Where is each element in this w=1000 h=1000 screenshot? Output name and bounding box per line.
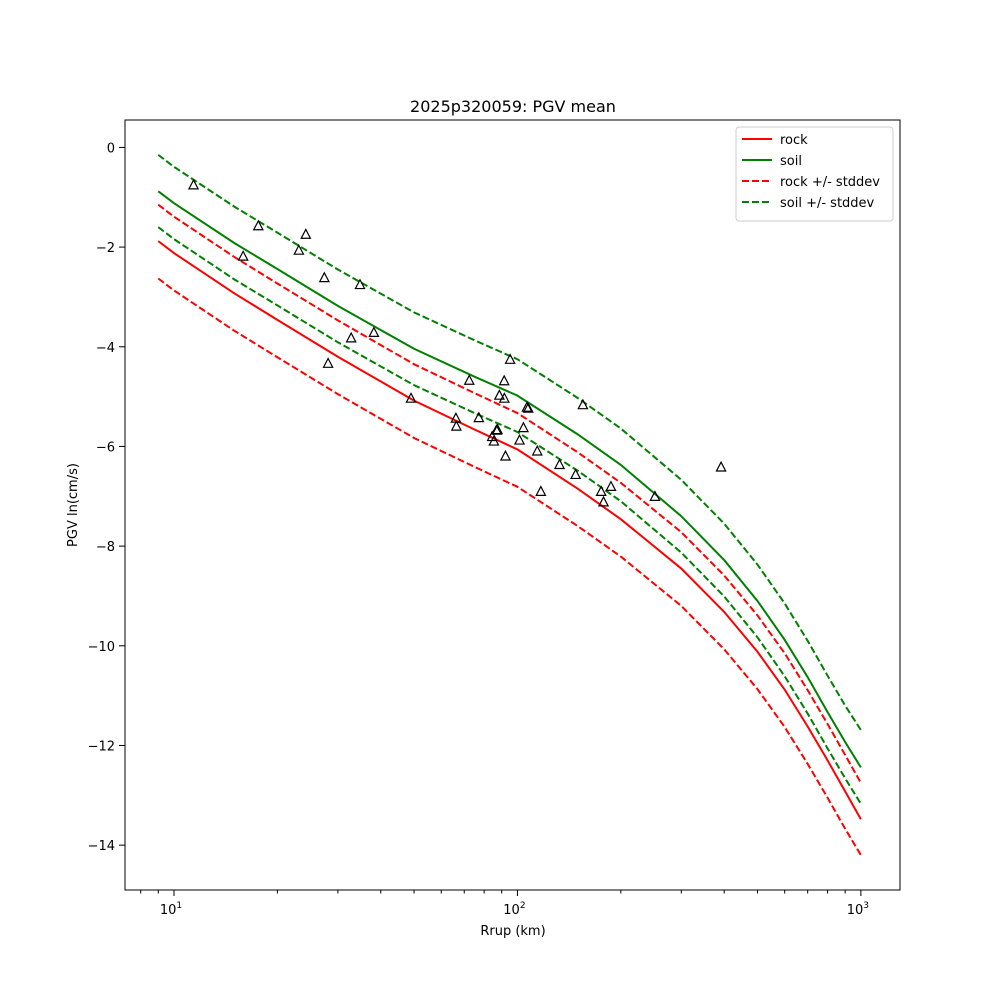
observation-marker-27: [522, 402, 534, 413]
chart-title: 2025p320059: PGV mean: [410, 97, 616, 116]
observation-marker-2: [252, 219, 264, 231]
observation-marker-35: [605, 480, 617, 492]
observation-marker-34: [597, 495, 610, 507]
series-line-5: [157, 226, 862, 805]
observation-marker-24: [513, 433, 526, 445]
y-tick-label: −4: [96, 341, 115, 356]
observation-marker-22: [499, 449, 512, 461]
observation-marker-26: [521, 401, 533, 412]
observation-marker-33: [595, 485, 607, 496]
observation-marker-21: [498, 392, 510, 403]
observation-marker-1: [237, 250, 249, 261]
observation-marker-16: [488, 434, 500, 446]
observation-marker-31: [570, 468, 582, 480]
y-tick-label: −8: [96, 540, 115, 555]
observation-marker-9: [368, 326, 380, 338]
observation-marker-36: [649, 490, 661, 501]
legend-box: [735, 126, 894, 222]
legend: rock soil rock +/- stddev soil +/- stddev: [735, 126, 894, 222]
legend-label: rock +/- stddev: [780, 175, 880, 190]
plot-area: [157, 154, 862, 856]
y-axis-label: PGV ln(cm/s): [66, 463, 81, 547]
y-tick-label: −6: [96, 440, 115, 455]
x-tick-label: 101: [160, 901, 182, 918]
observation-marker-30: [553, 458, 566, 470]
y-axis: 0 −2 −4 −6 −8 −10 −12 −14: [88, 141, 125, 854]
series-line-4: [157, 154, 862, 731]
observation-marker-28: [531, 444, 543, 456]
observation-marker-4: [300, 228, 312, 239]
observation-marker-23: [504, 353, 516, 364]
x-tick-label: 103: [847, 901, 869, 918]
y-tick-label: 0: [107, 141, 115, 156]
observation-marker-13: [463, 374, 475, 385]
observation-marker-19: [493, 389, 505, 400]
x-axis: 101 102 103: [140, 890, 869, 918]
legend-label: soil: [780, 154, 802, 169]
x-tick-label: 102: [503, 901, 525, 918]
series-line-1: [157, 190, 862, 768]
observation-marker-7: [345, 331, 357, 343]
observation-marker-6: [322, 357, 334, 368]
y-tick-label: −12: [88, 739, 115, 754]
x-axis-label: Rrup (km): [480, 924, 545, 939]
observation-marker-14: [473, 411, 485, 423]
observation-marker-18: [491, 423, 504, 435]
observation-marker-8: [354, 278, 366, 290]
y-tick-label: −10: [88, 640, 115, 655]
observation-marker-3: [293, 244, 305, 255]
axes-frame: [124, 119, 901, 891]
series-line-2: [157, 203, 862, 784]
observation-marker-25: [517, 421, 530, 433]
y-tick-label: −14: [88, 839, 115, 854]
observation-marker-20: [498, 374, 510, 386]
observation-marker-12: [450, 420, 462, 431]
observation-marker-5: [318, 271, 330, 283]
observation-marker-10: [405, 392, 417, 403]
series-line-3: [157, 277, 862, 856]
observation-marker-37: [715, 460, 727, 472]
observation-marker-29: [535, 485, 547, 496]
observation-marker-32: [577, 398, 589, 410]
observation-marker-0: [187, 178, 200, 190]
y-tick-label: −2: [96, 241, 115, 256]
legend-label: rock: [780, 133, 808, 148]
legend-label: soil +/- stddev: [780, 196, 875, 211]
